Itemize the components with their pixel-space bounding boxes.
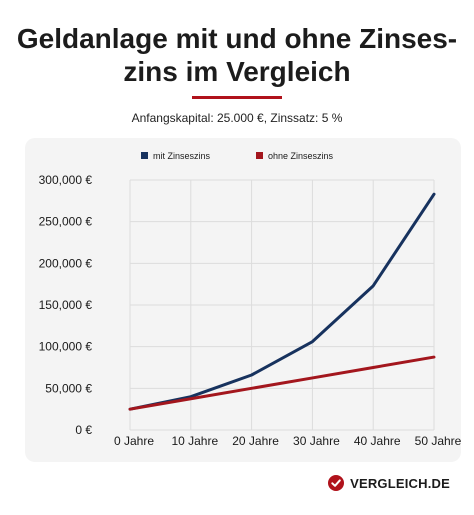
brand-name: VERGLEICH.DE xyxy=(350,475,450,491)
title-accent-divider xyxy=(192,96,282,99)
legend-label: ohne Zinseszins xyxy=(268,151,334,161)
y-tick-label: 250,000 € xyxy=(39,215,93,229)
legend-label: mit Zinseszins xyxy=(153,151,211,161)
series-line-mit-zinseszins xyxy=(128,192,436,411)
title-line-2: zins im Vergleich xyxy=(123,56,351,87)
x-axis: 0 Jahre 10 Jahre 20 Jahre 30 Jahre 40 Jahre 5… xyxy=(114,434,462,448)
legend-swatch xyxy=(256,152,263,159)
title-line-1: Geldanlage mit und ohne Zinses- xyxy=(16,23,458,54)
x-tick-label: 20 Jahre xyxy=(232,434,279,448)
x-tick-label: 50 Jahre xyxy=(415,434,462,448)
y-tick-label: 200,000 € xyxy=(39,256,93,270)
chart-subtitle: Anfangskapital: 25.000 €, Zinssatz: 5 % xyxy=(131,111,343,125)
y-tick-label: 300,000 € xyxy=(39,173,93,187)
grid-layer xyxy=(129,179,435,431)
y-tick-label: 50,000 € xyxy=(45,381,92,395)
legend-swatch xyxy=(141,152,148,159)
y-tick-label: 150,000 € xyxy=(39,298,93,312)
x-tick-label: 0 Jahre xyxy=(114,434,154,448)
x-tick-label: 30 Jahre xyxy=(293,434,340,448)
brand-logo[interactable]: VERGLEICH.DE xyxy=(328,474,450,492)
y-axis: 0 € 50,000 € 100,000 € 150,000 € 200,000 € 25… xyxy=(39,173,93,437)
chart-card xyxy=(25,138,461,462)
legend: mit Zinseszins ohne Zinseszins xyxy=(141,151,334,161)
y-tick-label: 0 € xyxy=(75,423,92,437)
series-layer xyxy=(128,192,436,411)
y-tick-label: 100,000 € xyxy=(39,340,93,354)
x-tick-label: 10 Jahre xyxy=(171,434,218,448)
series-line-ohne-zinseszins xyxy=(128,355,436,411)
x-tick-label: 40 Jahre xyxy=(354,434,401,448)
check-circle-icon xyxy=(328,475,345,491)
chart-title: Geldanlage mit und ohne Zinses- zins im … xyxy=(0,22,474,88)
